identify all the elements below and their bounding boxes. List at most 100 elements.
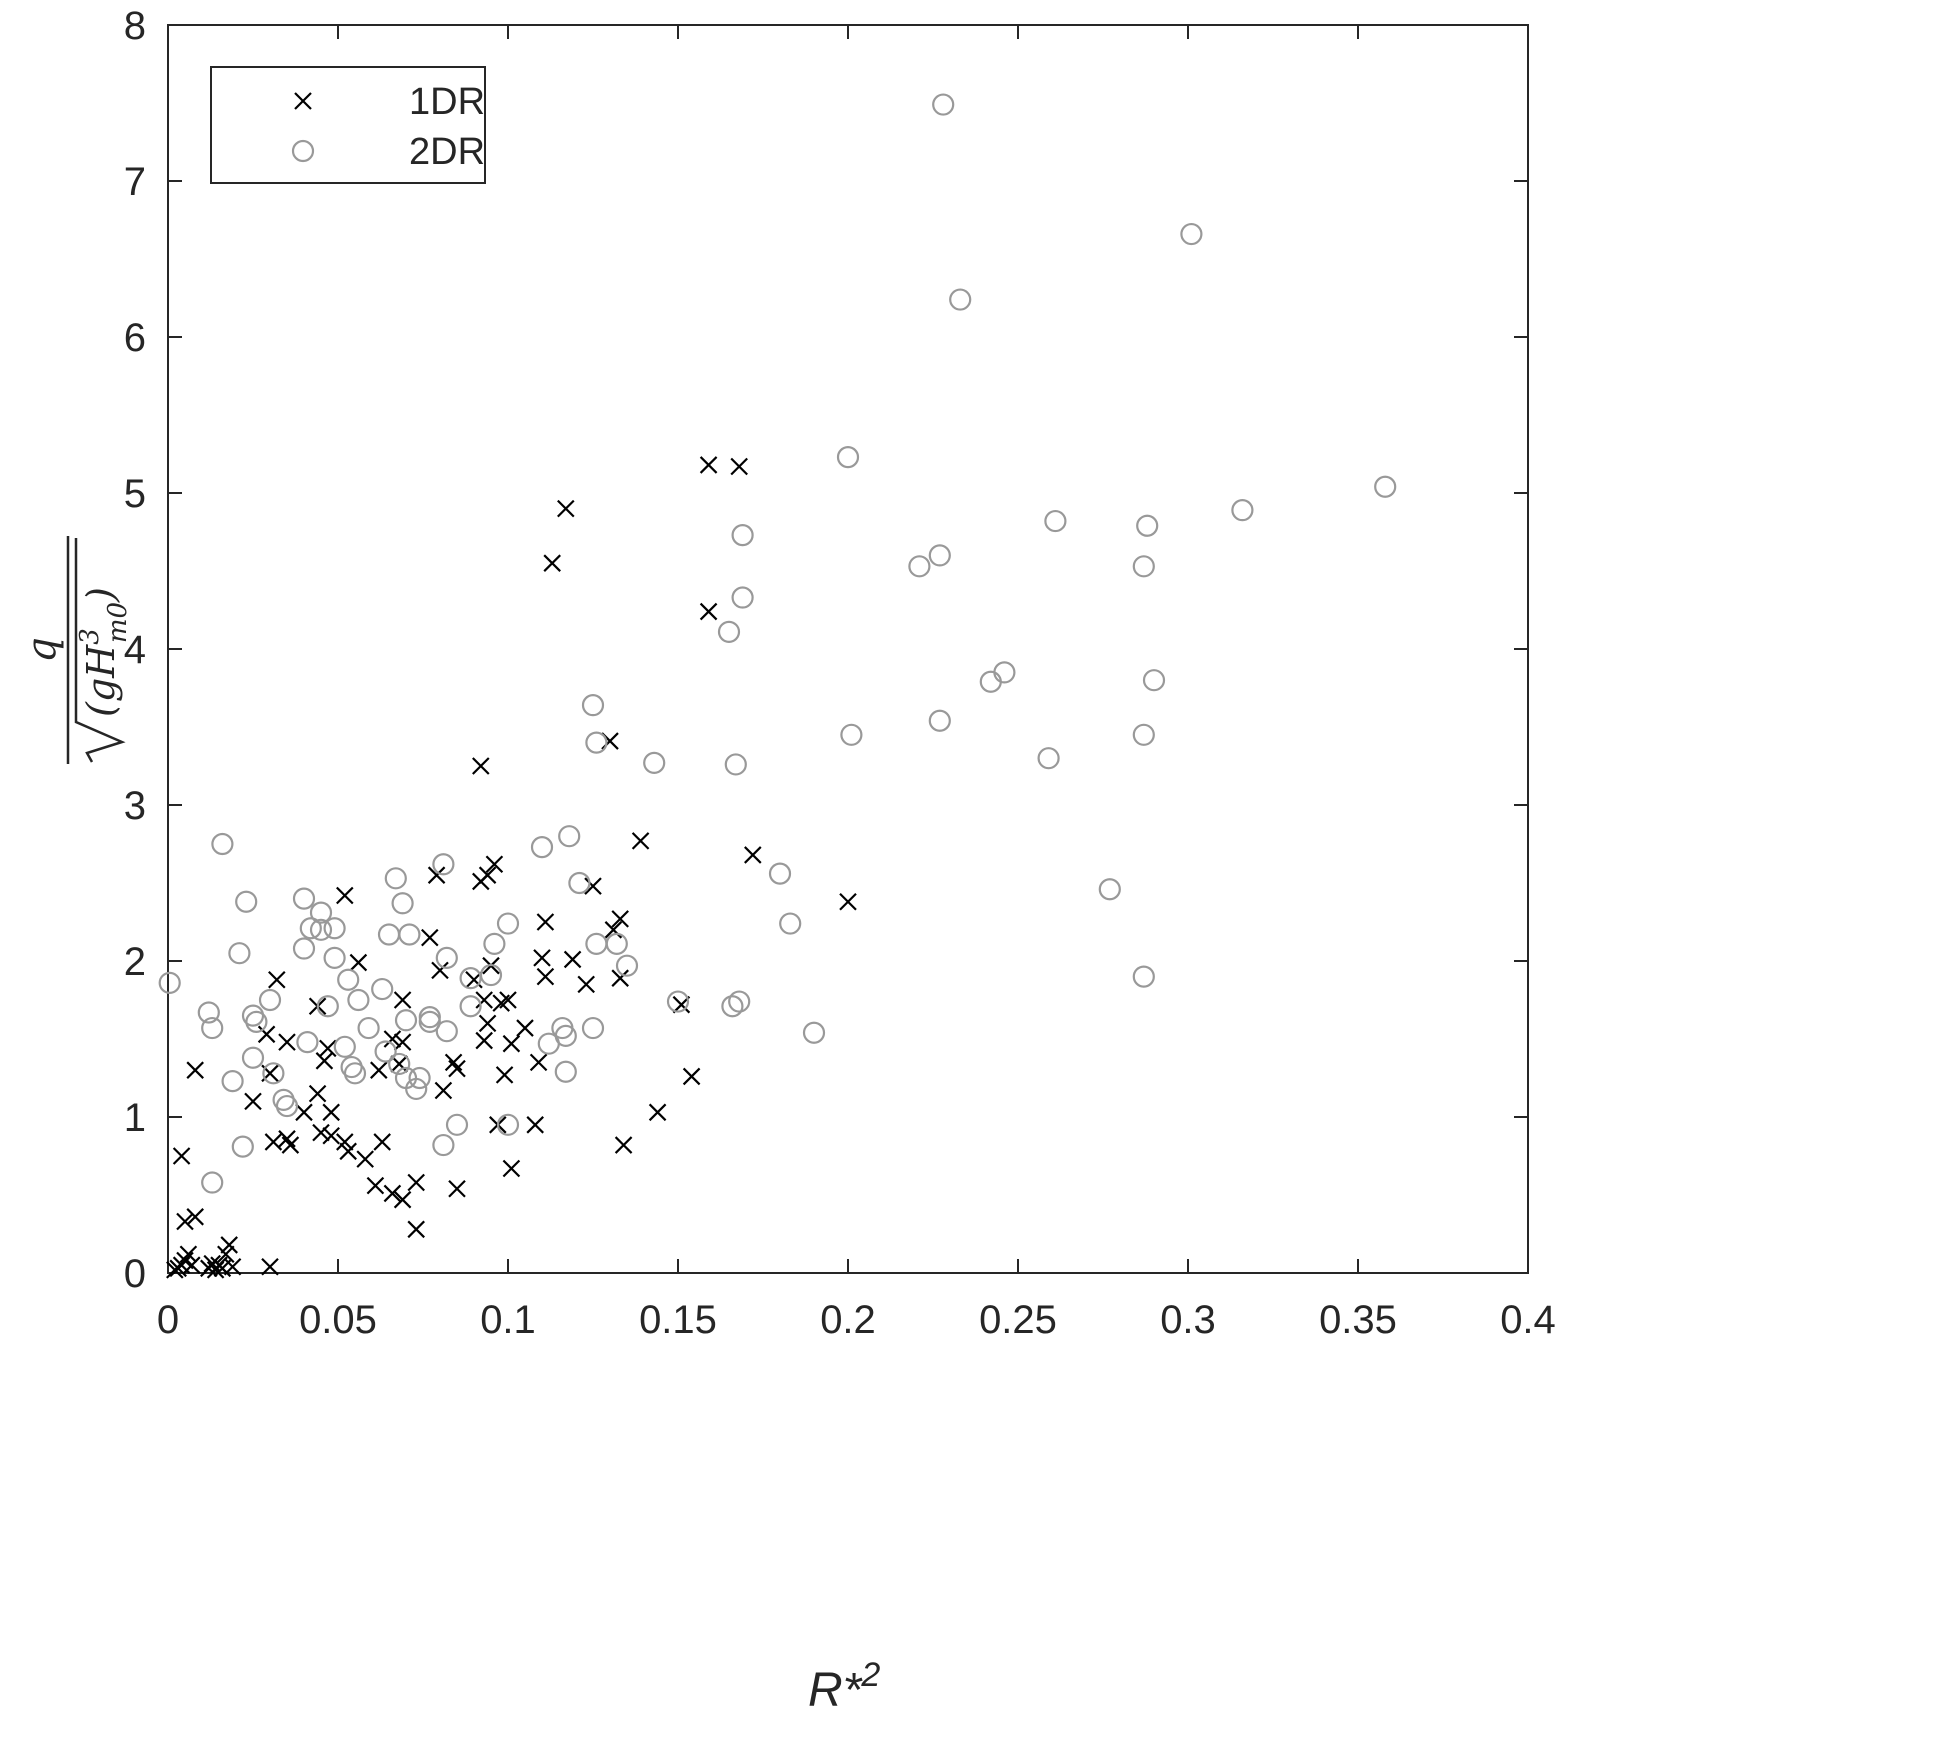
data-point-2dr [585,731,608,754]
data-point-2dr [928,709,951,732]
data-point-2dr [1044,509,1067,533]
y-axis-label-subscript: m0 [103,602,133,643]
data-point-2dr [1132,723,1155,746]
data-point-1dr [179,1245,198,1264]
data-point-1dr [383,1184,402,1203]
data-point-1dr [407,1220,425,1239]
data-point-1dr [370,1061,388,1079]
data-point-1dr [699,602,718,621]
data-point-2dr [1374,475,1397,498]
data-point-1dr [431,961,449,980]
data-point-2dr [309,901,333,924]
data-point-2dr [1132,965,1155,988]
data-point-1dr [533,949,551,967]
x-axis-label: R*2 [808,1656,880,1717]
data-point-1dr [315,1052,334,1070]
data-point-1dr [183,1256,201,1274]
data-point-1dr [217,1245,235,1264]
data-point-1dr [393,991,412,1009]
data-point-2dr [530,836,554,859]
data-point-2dr [333,1035,356,1058]
svg-text:(gH3m0): (gH3m0) [75,587,133,717]
data-point-2dr [435,1020,458,1043]
data-point-2dr [908,555,931,578]
y-axis-label-sqrt-sign [74,538,126,763]
x-tick-label: 0.35 [1319,1298,1397,1342]
data-point-2dr [418,1010,441,1033]
data-point-2dr [483,932,506,955]
series-2dr-markers [158,93,1397,1194]
data-point-2dr [1231,499,1254,522]
data-point-1dr [502,1159,521,1178]
y-tick-label: 2 [124,940,146,984]
data-point-2dr [211,832,234,856]
data-point-2dr [928,544,951,567]
x-axis-ticks: 0 0.05 0.1 0.15 0.2 0.25 0.3 0.35 0.4 [157,25,1556,1342]
data-point-1dr [839,892,857,911]
data-point-2dr [221,1070,244,1093]
data-point-2dr [432,1133,455,1157]
data-point-2dr [262,1062,285,1085]
data-point-2dr [949,288,972,311]
data-point-1dr [543,554,561,572]
data-point-1dr [220,1236,238,1254]
data-point-1dr [495,1066,514,1084]
data-point-2dr [323,946,346,969]
x-tick-label: 0.2 [820,1298,876,1342]
data-point-1dr [349,953,368,972]
data-point-1dr [322,1126,340,1145]
y-tick-label: 3 [124,784,146,828]
data-point-1dr [339,1142,357,1161]
data-point-1dr [526,1116,544,1134]
data-point-1dr [448,1179,466,1198]
data-point-2dr [343,1062,367,1085]
data-point-1dr [499,991,517,1009]
data-point-1dr [383,1030,402,1048]
legend-label-2dr: 2DR [409,131,485,173]
data-point-1dr [223,1257,242,1276]
data-point-2dr [554,1024,577,1047]
data-point-2dr [932,93,955,116]
x-tick-label: 0.25 [979,1298,1057,1342]
data-point-1dr [322,1103,340,1122]
y-axis-ticks: 0 1 2 3 4 5 6 7 8 [124,4,1528,1296]
series-1dr-markers [166,456,857,1279]
svg-text:R*2: R*2 [808,1656,880,1717]
data-point-1dr [336,1133,354,1151]
data-point-1dr [614,1136,633,1154]
data-point-1dr [308,1084,327,1103]
data-point-2dr [728,990,751,1013]
data-point-2dr [731,586,754,609]
data-point-1dr [176,1212,194,1231]
data-point-2dr [384,867,407,890]
data-point-2dr [581,1016,605,1040]
data-point-2dr [391,892,414,915]
y-tick-label: 6 [124,316,146,360]
data-point-2dr [1098,878,1121,901]
data-point-2dr [717,620,741,643]
legend-marker-1dr [294,92,312,110]
data-point-1dr [472,757,490,775]
data-point-1dr [336,886,354,905]
data-point-1dr [172,1147,191,1165]
data-point-2dr [459,995,482,1018]
data-point-1dr [475,1031,493,1050]
data-point-1dr [699,456,718,474]
data-point-1dr [434,1081,453,1100]
data-point-1dr [648,1103,667,1122]
x-tick-label: 0.05 [299,1298,377,1342]
data-point-1dr [393,1190,412,1209]
data-point-1dr [516,1019,534,1037]
data-point-2dr [731,524,754,547]
data-point-1dr [244,1092,262,1111]
data-point-2dr [292,887,316,910]
data-point-2dr [432,853,455,876]
data-point-1dr [407,1173,425,1192]
data-point-1dr [631,832,650,850]
y-tick-label: 7 [124,160,146,204]
data-point-2dr [201,1171,224,1194]
y-tick-label: 5 [124,472,146,516]
data-point-2dr [1037,747,1060,770]
data-point-1dr [611,910,629,928]
data-point-1dr [682,1067,701,1086]
